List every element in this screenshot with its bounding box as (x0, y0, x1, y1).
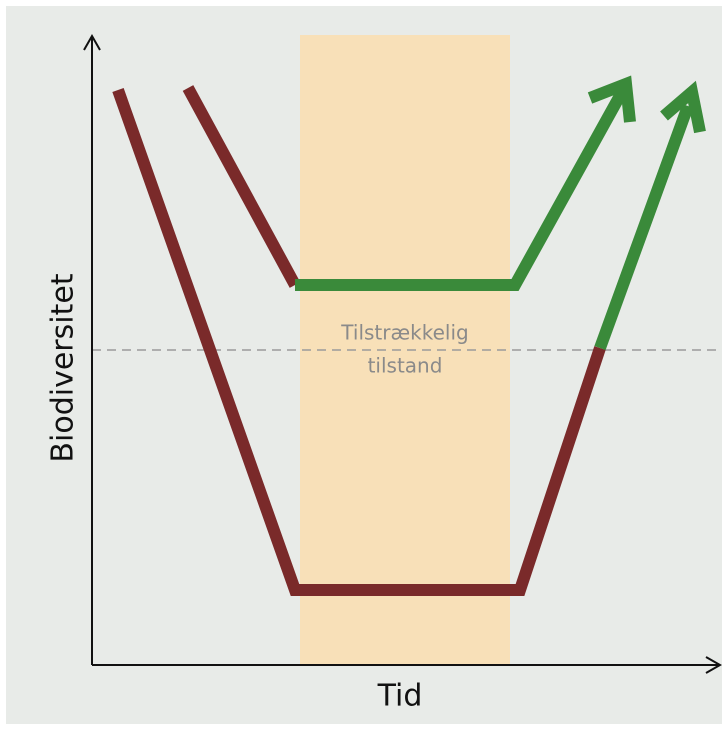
lower-path-red (112, 87, 606, 596)
threshold-label: Tilstrækkelig (340, 321, 468, 345)
threshold-label: tilstand (368, 354, 443, 378)
upper-path-green (295, 89, 628, 291)
lower-path-green (594, 103, 694, 351)
upper-path-red (182, 85, 301, 288)
lower-arrowhead (660, 80, 706, 134)
upper-arrowhead (587, 75, 636, 123)
x-axis-arrow (705, 656, 722, 674)
y-axis-label: Biodiversitet (46, 273, 81, 462)
y-axis-arrow (83, 33, 101, 51)
x-axis-label: Tid (377, 679, 423, 714)
